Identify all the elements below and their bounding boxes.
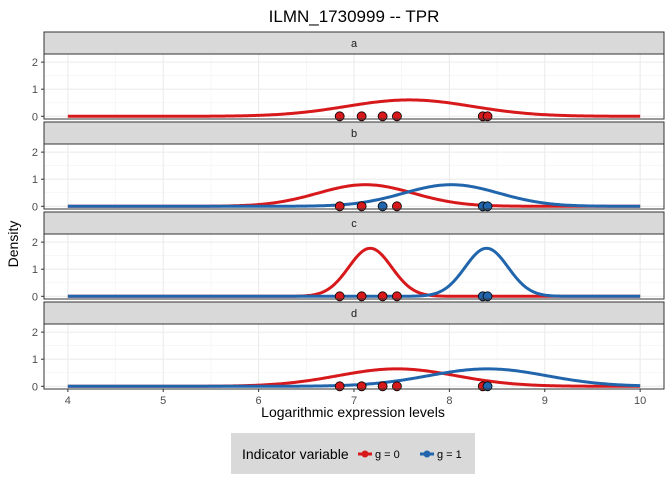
y-tick-label: 1: [32, 264, 38, 276]
facet-strip-label: a: [351, 38, 358, 50]
legend-point: [361, 450, 369, 458]
legend: Indicator variable g = 0 g = 1: [231, 433, 475, 474]
y-axis-label: Density: [5, 221, 21, 268]
facet-strip-label: d: [351, 308, 357, 320]
legend-label: g = 0: [375, 449, 400, 461]
panel-border: [43, 143, 665, 210]
density-curve-g1: [67, 367, 641, 388]
y-tick-label: 2: [32, 327, 38, 339]
x-axis: 4 5 6 7 8 9 10: [65, 389, 646, 407]
density-curve-g0: [67, 98, 641, 118]
y-tick-label: 1: [32, 354, 38, 366]
x-axis-label: Logarithmic expression levels: [261, 404, 445, 420]
legend-label: g = 1: [437, 449, 462, 461]
y-tick-label: 0: [32, 291, 38, 303]
y-tick-label: 2: [32, 147, 38, 159]
panel-border: [43, 53, 665, 120]
y-tick-label: 2: [32, 57, 38, 69]
chart-title: ILMN_1730999 -- TPR: [269, 7, 440, 26]
facet-panels: a 0 1 2 b 0 1 2 c 0 1 2 d 0 1 2: [32, 31, 665, 393]
x-tick-label: 5: [160, 395, 166, 407]
facet-panel-c: c 0 1 2: [32, 211, 665, 303]
y-tick-label: 0: [32, 381, 38, 393]
legend-box: [231, 433, 475, 474]
y-tick-label: 2: [32, 237, 38, 249]
facet-strip-label: c: [351, 218, 357, 230]
x-tick-label: 9: [542, 395, 548, 407]
y-tick-label: 0: [32, 111, 38, 123]
x-tick-label: 6: [256, 395, 262, 407]
x-tick-label: 7: [351, 395, 357, 407]
panel-border: [43, 233, 665, 300]
x-tick-label: 4: [65, 395, 71, 407]
x-tick-label: 8: [446, 395, 452, 407]
legend-key: g = 0: [358, 449, 400, 461]
y-tick-label: 0: [32, 201, 38, 213]
legend-key: g = 1: [420, 449, 462, 461]
x-tick-label: 10: [634, 395, 646, 407]
legend-point: [423, 450, 431, 458]
facet-panel-b: b 0 1 2: [32, 121, 665, 213]
density-curve-g1: [67, 183, 641, 208]
facet-strip-label: b: [351, 128, 357, 140]
y-tick-label: 1: [32, 84, 38, 96]
facet-panel-a: a 0 1 2: [32, 31, 665, 123]
legend-title: Indicator variable: [242, 446, 349, 462]
y-tick-label: 1: [32, 174, 38, 186]
facet-panel-d: d 0 1 2: [32, 301, 665, 393]
density-curve-g1: [67, 246, 641, 298]
